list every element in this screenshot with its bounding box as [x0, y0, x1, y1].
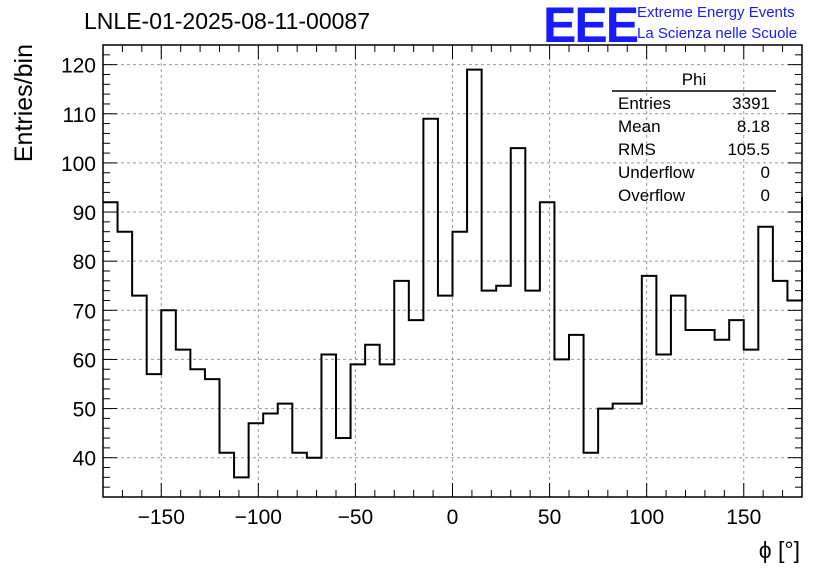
stat-name-overflow: Overflow: [618, 186, 686, 205]
stats-title: Phi: [681, 70, 707, 89]
stat-value-rms: 105.5: [727, 140, 770, 159]
y-tick-label: 120: [61, 55, 96, 78]
y-tick-label: 70: [73, 300, 96, 323]
y-tick-label: 100: [61, 153, 96, 176]
stat-name-entries: Entries: [618, 94, 671, 113]
stat-name-underflow: Underflow: [618, 163, 695, 182]
y-tick-label: 60: [73, 349, 96, 372]
x-tick-label: 0: [447, 506, 459, 529]
y-tick-label: 110: [63, 104, 96, 127]
x-tick-label: 100: [629, 506, 664, 529]
x-tick-label: −150: [138, 506, 185, 529]
x-tick-label: −100: [235, 506, 282, 529]
y-tick-label: 80: [73, 251, 96, 274]
stat-value-entries: 3391: [732, 94, 770, 113]
logo-line-1: Extreme Energy Events: [637, 4, 795, 21]
stat-value-underflow: 0: [760, 163, 770, 182]
x-tick-label: 50: [538, 506, 561, 529]
y-axis-label: Entries/bin: [10, 44, 38, 162]
stat-value-mean: 8.18: [736, 117, 770, 136]
y-tick-label: 40: [73, 448, 96, 471]
plot-frame: [102, 44, 803, 498]
stat-name-rms: RMS: [618, 140, 656, 159]
x-axis-label: ϕ [°]: [759, 537, 800, 563]
y-tick-label: 50: [73, 399, 96, 422]
chart-title: LNLE-01-2025-08-11-00087: [84, 8, 370, 34]
histogram-outline: [103, 68, 803, 479]
y-tick-label: 90: [73, 202, 96, 225]
logo-line-2: La Scienza nelle Scuole: [637, 25, 798, 42]
eee-logo: EEE: [543, 0, 639, 53]
stat-name-mean: Mean: [618, 117, 661, 136]
stat-value-overflow: 0: [760, 186, 770, 205]
x-tick-label: −50: [338, 506, 374, 529]
x-tick-label: 150: [726, 506, 761, 529]
